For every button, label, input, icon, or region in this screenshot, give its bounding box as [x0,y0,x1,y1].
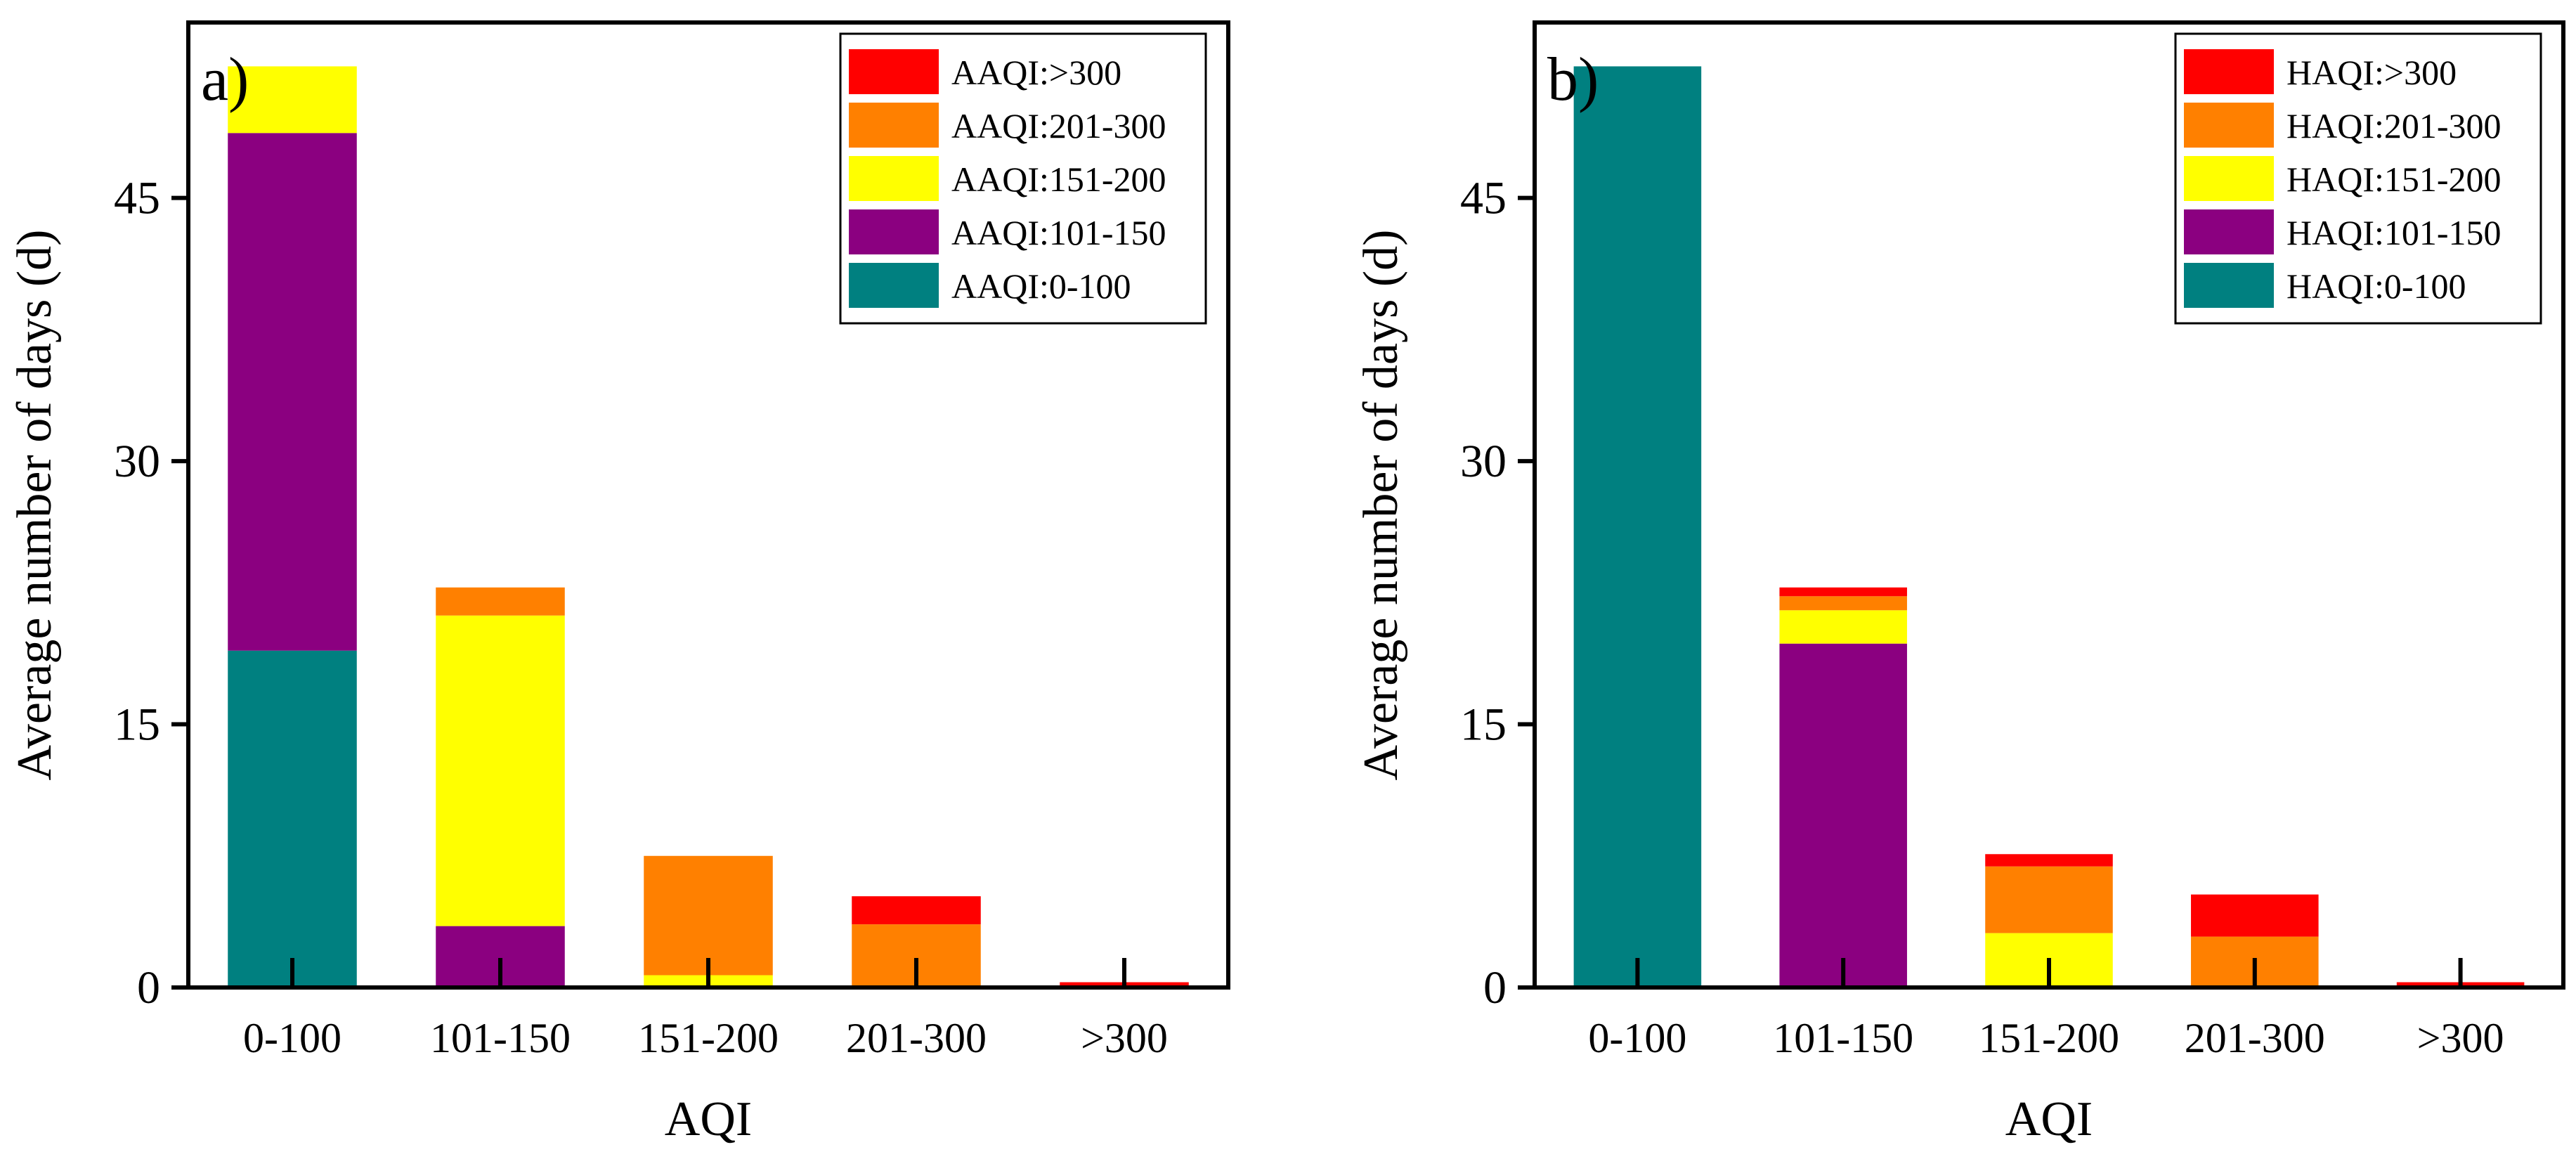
legend-swatch [849,103,939,148]
y-axis-label: Average number of days (d) [8,230,62,781]
bar-0-100-aaqi-101-150 [228,133,357,651]
legend-label: AAQI:0-100 [951,266,1131,306]
legend-label: AAQI:151-200 [951,160,1166,199]
legend-swatch [2184,263,2274,308]
legend: HAQI:>300 HAQI:201-300 HAQI:151-200 HAQI:10… [2174,32,2542,325]
bar-0-100-haqi-0-100 [1573,66,1702,988]
legend: AAQI:>300 AAQI:201-300 AAQI:151-200 AAQI:10… [839,32,1207,325]
bar-151-200-aaqi-201-300 [644,855,773,976]
legend-label: HAQI:201-300 [2286,106,2502,145]
panel-label: a) [201,46,249,114]
legend-label: HAQI:101-150 [2286,213,2502,252]
x-tick-label: 201-300 [846,1015,987,1061]
legend-swatch [2184,49,2274,94]
x-tick-label: >300 [2417,1015,2504,1061]
y-tick-label: 45 [1460,173,1507,224]
bar-101-150-haqi-101-150 [1779,643,1907,987]
bar-151-200-haqi-300 [1985,854,2113,867]
legend-swatch [2184,209,2274,254]
legend-label: AAQI:>300 [951,53,1121,92]
bar-101-150-haqi-201-300 [1779,596,1907,611]
bar-101-150-haqi-151-200 [1779,610,1907,644]
legend-label: AAQI:101-150 [951,213,1166,252]
legend-swatch [849,263,939,308]
y-tick-label: 0 [137,962,160,1013]
bar-0-100-aaqi-151-200 [228,66,357,134]
legend-label: HAQI:151-200 [2286,160,2502,199]
legend-label: HAQI:>300 [2286,53,2457,92]
legend-swatch [849,49,939,94]
bar-101-150-aaqi-151-200 [436,615,565,926]
bar-201-300-aaqi-300 [852,896,981,925]
bars [1573,66,2525,988]
legend-swatch [849,209,939,254]
x-tick-label: 101-150 [1773,1015,1913,1061]
legend-label: HAQI:0-100 [2286,266,2466,306]
y-tick-label: 30 [114,436,160,487]
legend-swatch [849,156,939,201]
bar-0-100-aaqi-0-100 [228,650,357,987]
x-axis-label: AQI [2005,1092,2093,1146]
bar-101-150-haqi-300 [1779,587,1907,597]
x-tick-label: 0-100 [1588,1015,1686,1061]
legend-swatch [2184,156,2274,201]
bar-151-200-haqi-201-300 [1985,866,2113,933]
bars [228,66,1189,987]
x-tick-label: 201-300 [2185,1015,2325,1061]
legend-label: AAQI:201-300 [951,106,1166,145]
y-tick-label: 0 [1483,962,1507,1013]
panel-label: b) [1547,46,1599,114]
y-tick-label: 45 [114,173,160,224]
x-tick-label: 151-200 [638,1015,779,1061]
chart-panel-b: 0-100 101-150 151-200 201-300 >300 0 15 30 45 AQI… [1354,20,2565,1146]
bar-101-150-aaqi-201-300 [436,587,565,616]
x-tick-label: 0-100 [243,1015,341,1061]
y-tick-label: 30 [1460,436,1507,487]
y-tick-label: 15 [1460,699,1507,751]
y-tick-label: 15 [114,699,160,751]
x-tick-label: >300 [1081,1015,1168,1061]
bar-201-300-haqi-300 [2191,894,2319,937]
x-axis-label: AQI [665,1092,752,1146]
x-tick-label: 101-150 [430,1015,571,1061]
x-tick-label: 151-200 [1979,1015,2119,1061]
chart-panel-a: 0-100 101-150 151-200 201-300 >300 0 15 30 45 AQI… [8,20,1230,1146]
legend-swatch [2184,103,2274,148]
y-axis-label: Average number of days (d) [1354,230,1408,781]
